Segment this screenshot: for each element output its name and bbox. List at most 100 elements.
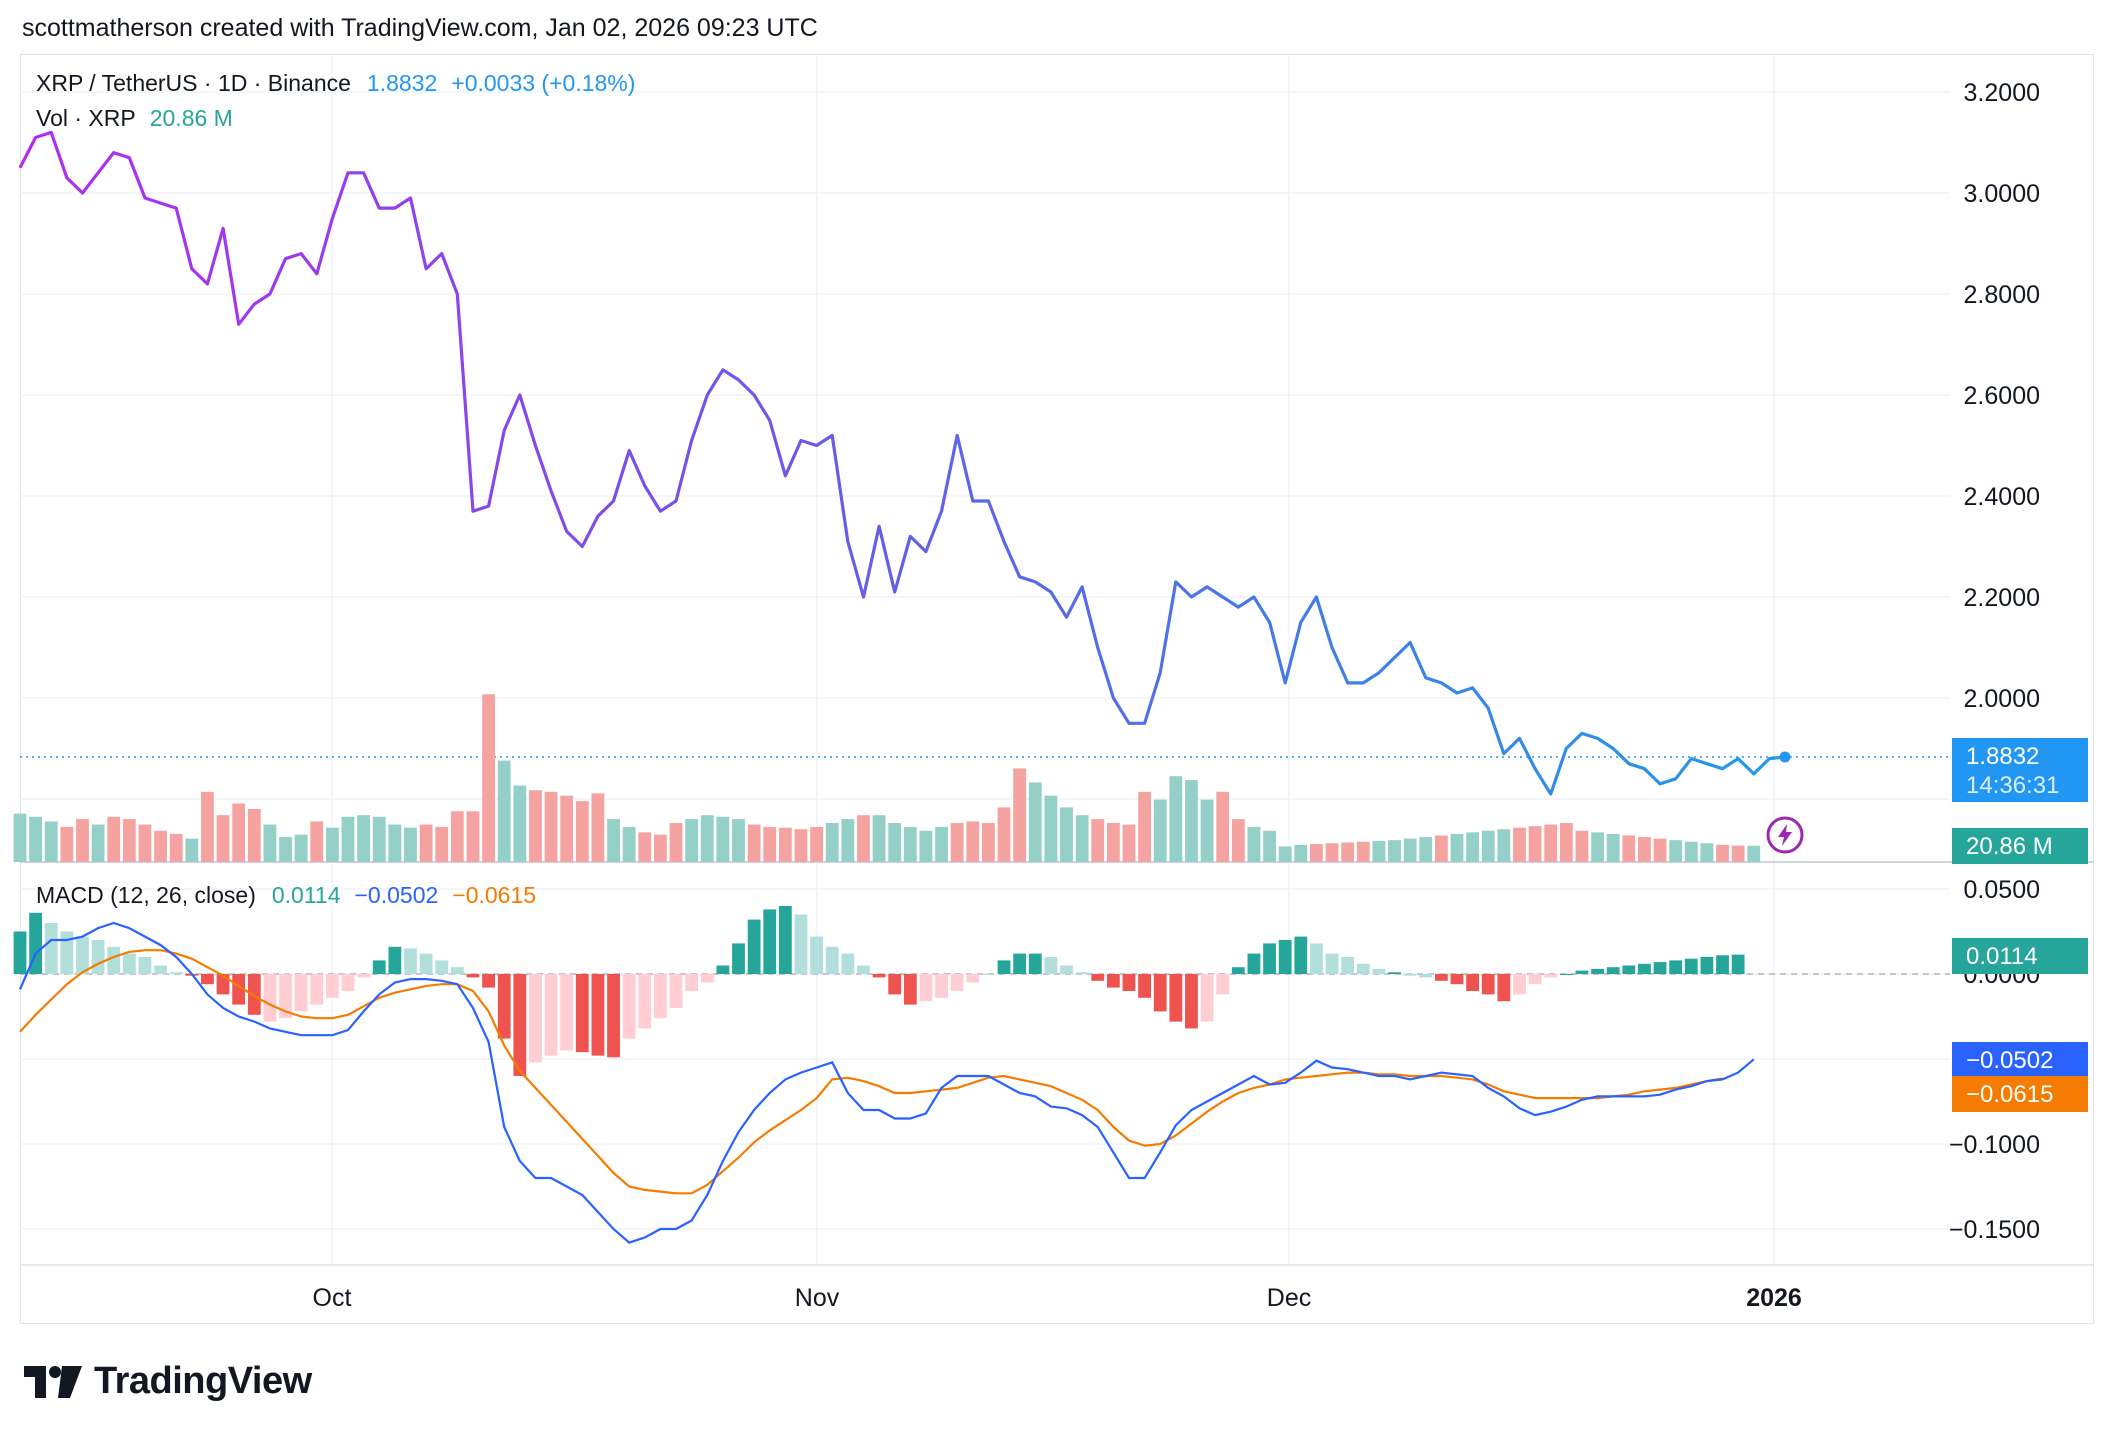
volume-bar [1231, 819, 1245, 862]
volume-bar [169, 833, 183, 862]
volume-bar [404, 827, 417, 862]
macd-legend[interactable]: MACD (12, 26, close) 0.0114 −0.0502 −0.0615 [36, 882, 542, 909]
histogram-bar [513, 974, 527, 1076]
volume-tag: 20.86 M [1952, 828, 2088, 864]
chart-attribution: scottmatherson created with TradingView.… [22, 14, 818, 42]
volume-bar [294, 834, 308, 862]
histogram-bar [1372, 968, 1386, 974]
histogram-bar [716, 965, 730, 974]
volume-bar [1669, 840, 1683, 862]
histogram-bar [1138, 974, 1152, 998]
histogram-bar [1513, 974, 1526, 995]
time-tick-label: Oct [313, 1284, 352, 1312]
histogram-bar [685, 974, 699, 991]
volume-bar [372, 816, 386, 862]
histogram-bar [44, 923, 58, 974]
histogram-bar [1153, 974, 1167, 1012]
volume-bar [1544, 824, 1558, 862]
histogram-bar [1481, 974, 1495, 995]
volume-bar [76, 819, 89, 862]
price-tick-label: 2.4000 [1964, 483, 2040, 511]
histogram-bar [466, 974, 480, 978]
symbol-title: XRP / TetherUS · 1D · Binance [36, 70, 351, 96]
volume-bar [13, 813, 27, 862]
volume-bar [1263, 830, 1276, 862]
volume-bar [1528, 826, 1542, 862]
histogram-bar [1466, 974, 1480, 991]
macd-line [18, 921, 1755, 1244]
volume-bar [1716, 844, 1729, 862]
volume-bar [122, 819, 136, 862]
volume-bar [903, 826, 917, 862]
volume-bar [685, 819, 699, 862]
volume-legend[interactable]: Vol · XRP 20.86 M [36, 105, 239, 132]
volume-bar [607, 819, 620, 862]
volume-bar [1122, 824, 1136, 862]
time-axis[interactable]: Oct Nov Dec 2026 [313, 1284, 1802, 1312]
price-tick-label: 2.8000 [1964, 281, 2040, 309]
histogram-bar [1731, 954, 1745, 974]
price-tick-label: 2.0000 [1964, 685, 2040, 713]
hist-tag: 0.0114 [1952, 938, 2088, 974]
last-price-tag: 1.8832 14:36:31 [1952, 738, 2088, 802]
volume-bar [778, 827, 792, 862]
volume-bar [1653, 838, 1667, 862]
volume-bar [419, 824, 433, 862]
symbol-legend[interactable]: XRP / TetherUS · 1D · Binance 1.8832 +0.00… [36, 70, 641, 97]
price-line [18, 130, 1791, 796]
histogram-bar [638, 974, 652, 1029]
histogram-bar [1091, 974, 1105, 981]
volume-bar [482, 694, 495, 862]
volume-bar [1060, 807, 1073, 862]
histogram-bar [201, 974, 214, 985]
histogram-bar [950, 974, 964, 991]
volume-bar [763, 826, 777, 862]
histogram-bar [1310, 943, 1323, 974]
histogram-bar [1700, 957, 1714, 974]
last-price-value: 1.8832 [1966, 743, 2040, 770]
volume-bar [732, 819, 745, 862]
histogram-bar [1606, 967, 1620, 974]
tradingview-logo-icon [24, 1365, 82, 1398]
histogram-bar [1403, 974, 1417, 976]
histogram-bar [794, 914, 808, 974]
lightning-icon[interactable] [1766, 816, 1804, 854]
histogram-bar [997, 960, 1011, 974]
tradingview-brand[interactable]: TradingView [24, 1360, 312, 1403]
volume-bar [1434, 835, 1448, 862]
bar-countdown: 14:36:31 [1966, 772, 2060, 799]
price-axis[interactable]: 3.2000 3.0000 2.8000 2.6000 2.4000 2.2000 2.00… [1949, 79, 2040, 1244]
volume-bar [1466, 832, 1480, 862]
last-price-dot [1779, 751, 1791, 763]
histogram-bar [341, 974, 355, 991]
volume-bar [888, 823, 902, 862]
volume-bar [138, 824, 152, 862]
volume-bar [1638, 837, 1651, 862]
histogram-bar [1575, 970, 1589, 974]
macd-tick-label: 0.0500 [1964, 876, 2040, 904]
volume-bar [575, 801, 589, 862]
histogram-bar [982, 974, 995, 975]
macd-title: MACD (12, 26, close) [36, 882, 256, 908]
volume-bar [1513, 827, 1526, 862]
histogram-bar [310, 974, 324, 1005]
volume-bar [1075, 815, 1089, 862]
histogram-bar [294, 974, 308, 1012]
volume-bar [825, 823, 839, 862]
histogram-bar [419, 953, 433, 974]
volume-bar [1591, 832, 1604, 862]
volume-bar [919, 830, 933, 862]
volume-bar [653, 834, 667, 862]
volume-bar [1200, 799, 1214, 862]
volume-bar [450, 811, 464, 862]
volume-bar [1138, 791, 1152, 862]
volume-bar [1388, 840, 1401, 862]
histogram-bar [138, 957, 152, 974]
histogram-bar [169, 972, 183, 974]
volume-bar [497, 760, 511, 862]
volume-bar [154, 830, 167, 862]
volume-bar [794, 829, 808, 862]
volume-bar [325, 827, 339, 862]
histogram-bar [216, 974, 230, 995]
